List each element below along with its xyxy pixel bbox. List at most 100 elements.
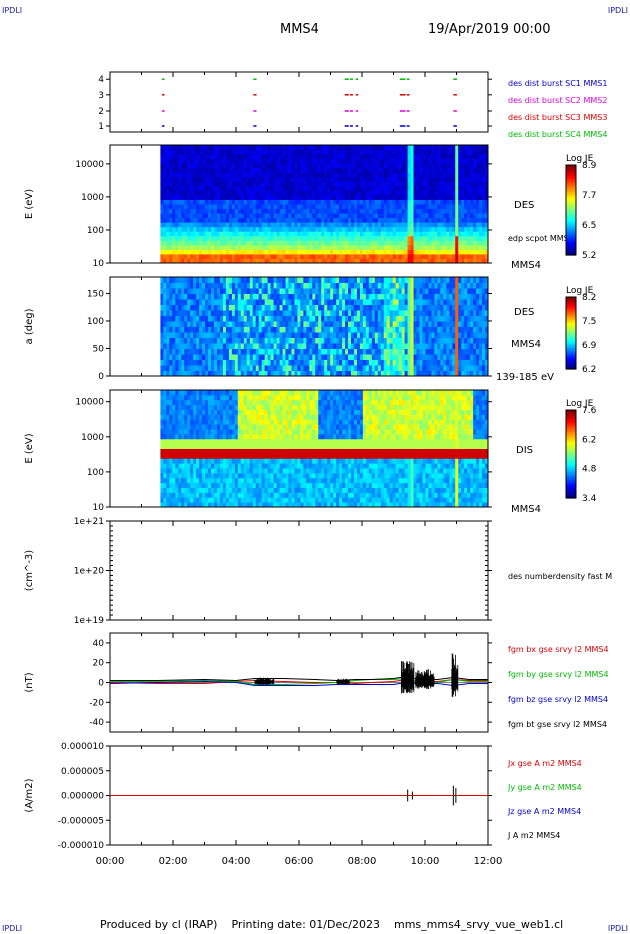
footer: Produced by cl (IRAP) Printing date: 01/… (100, 918, 563, 931)
dis-energy-colorbar-tick: 3.4 (582, 494, 597, 504)
des-energy-colorbar-tick: 7.7 (582, 191, 596, 201)
corner-label-bottom-left: IPDLI (2, 924, 23, 933)
current-panel-legend-entry: Jz gse A m2 MMS4 (507, 807, 581, 816)
fgm-panel-y-tick-label: -20 (89, 698, 104, 708)
des-energy-colorbar (566, 165, 576, 256)
density-legend-entry: des numberdensity fast M (508, 572, 612, 581)
des-pitch-y-tick-label: 0 (98, 372, 104, 382)
des-energy-sublabel: edp scpot MMS4 (508, 234, 574, 243)
des-pitch-colorbar-tick: 7.5 (582, 317, 596, 327)
des-pitch-y-tick-label: 50 (93, 344, 105, 354)
dis-energy-colorbar-tick: 6.2 (582, 435, 596, 445)
des-pitch-sc-label: MMS4 (511, 339, 541, 350)
des-energy-colorbar-tick: 6.5 (582, 221, 596, 231)
burst-panel-frame (109, 71, 489, 133)
current-panel-y-tick-label: -0.000005 (58, 816, 104, 826)
footer-config: mms_mms4_srvy_vue_web1.cl (394, 918, 564, 931)
x-tick-label: 10:00 (411, 856, 440, 867)
burst-y-tick-label: 2 (98, 107, 104, 117)
dis-energy-colorbar-title: Log JE (566, 399, 594, 409)
des-pitch-colorbar-title: Log JE (566, 286, 594, 296)
dis-energy-y-tick-label: 10000 (75, 398, 104, 408)
density-minor-ticks (110, 520, 488, 616)
date-title: 19/Apr/2019 00:00 (428, 22, 551, 37)
footer-printing-date: Printing date: 01/Dec/2023 (231, 918, 380, 931)
footer-produced-by: Produced by cl (IRAP) (100, 918, 218, 931)
des-pitch-panel-outline (109, 276, 489, 377)
density-y-tick-label: 1e+19 (74, 616, 105, 626)
des-energy-panel-outline (109, 144, 489, 264)
density-ylabel: (cm^-3) (24, 550, 35, 591)
burst-legend-entry: des dist burst SC3 MMS3 (508, 113, 607, 122)
current-spikes (407, 785, 457, 806)
des-pitch-energy-range: 139-185 eV (496, 372, 554, 383)
fgm-panel-y-tick-label: -40 (89, 718, 104, 728)
fgm-panel-series-line (109, 680, 488, 687)
density-panel-x-ticks (109, 521, 489, 620)
dis-energy-ylabel: E (eV) (24, 433, 35, 463)
dis-energy-colorbar-tick: 4.8 (582, 465, 597, 475)
x-tick-label: 06:00 (285, 856, 314, 867)
density-y-tick-label: 1e+20 (74, 567, 105, 577)
des-energy-colorbar-title: Log JE (566, 154, 594, 164)
des-pitch-colorbar-tick: 8.2 (582, 293, 596, 303)
burst-legend-entry: des dist burst SC2 MMS2 (508, 96, 607, 105)
x-tick-label: 08:00 (348, 856, 377, 867)
des-pitch-y-tick-label: 100 (87, 317, 104, 327)
corner-label-top-right: IPDLI (607, 6, 628, 15)
burst-panel-x-ticks (109, 72, 489, 132)
dis-energy-colorbar-frame (565, 409, 577, 499)
corner-label-bottom-right: IPDLI (607, 924, 628, 933)
dis-energy-sc-label: MMS4 (511, 504, 541, 515)
density-y-tick-label: 1e+21 (74, 517, 104, 527)
current-panel-y-tick-label: 0.000000 (61, 792, 104, 802)
dis-energy-panel-heatmap (160, 390, 489, 508)
fgm-panel-legend-entry: fgm bt gse srvy l2 MMS4 (508, 720, 607, 729)
fgm-panel-ylabel: (nT) (24, 672, 35, 692)
current-panel-y-tick-label: 0.000005 (61, 767, 104, 777)
des-energy-colorbar-frame (565, 164, 577, 256)
des-energy-colorbar-tick: 8.9 (582, 161, 597, 171)
fgm-panel-y-tick-label: 40 (93, 639, 105, 649)
burst-y-tick-label: 4 (98, 75, 104, 85)
des-energy-y-tick-label: 100 (87, 226, 104, 236)
burst-y-tick-label: 3 (98, 91, 104, 101)
des-pitch-ylabel: a (deg) (24, 308, 35, 344)
current-panel-ylabel: (A/m2) (24, 778, 35, 812)
fgm-panel-series-line (110, 676, 488, 682)
des-pitch-colorbar-frame (565, 296, 577, 370)
dis-energy-y-tick-label: 10 (93, 503, 105, 513)
des-pitch-colorbar (566, 297, 576, 370)
des-energy-y-tick-label: 10000 (75, 160, 104, 170)
dis-energy-colorbar-tick: 7.6 (582, 406, 597, 416)
fgm-panel-legend-entry: fgm bx gse srvy l2 MMS4 (508, 645, 609, 654)
x-tick-label: 04:00 (222, 856, 251, 867)
current-panel-y-tick-label: 0.000010 (61, 742, 104, 752)
x-tick-label: 12:00 (474, 856, 503, 867)
des-energy-y-tick-label: 1000 (81, 193, 104, 203)
fgm-panel-x-ticks (109, 633, 489, 732)
fgm-panel-y-tick-label: 20 (93, 659, 105, 669)
x-tick-label: 02:00 (159, 856, 188, 867)
dis-energy-panel-outline (109, 389, 489, 508)
des-pitch-label: DES (514, 307, 534, 318)
des-energy-ylabel: E (eV) (24, 189, 35, 219)
des-energy-sc-label: MMS4 (511, 260, 541, 271)
des-pitch-colorbar-tick: 6.9 (582, 341, 597, 351)
current-panel-legend-entry: J A m2 MMS4 (507, 831, 560, 840)
des-pitch-colorbar-tick: 6.2 (582, 365, 596, 375)
dis-energy-colorbar (566, 410, 576, 499)
des-pitch-y-tick-label: 150 (87, 290, 104, 300)
des-energy-panel-heatmap (160, 145, 489, 264)
current-panel-legend-entry: Jx gse A m2 MMS4 (507, 759, 582, 768)
current-panel-y-tick-label: -0.000010 (58, 841, 104, 851)
burst-legend-entry: des dist burst SC4 MMS4 (508, 130, 607, 139)
fgm-panel-y-tick-label: 0 (98, 679, 104, 689)
spacecraft-title: MMS4 (280, 22, 319, 37)
fgm-panel-series-line (110, 677, 488, 685)
dis-energy-label: DIS (516, 445, 533, 456)
x-tick-label: 00:00 (96, 856, 125, 867)
density-panel-frame (109, 520, 489, 621)
des-energy-colorbar-tick: 5.2 (582, 251, 596, 261)
